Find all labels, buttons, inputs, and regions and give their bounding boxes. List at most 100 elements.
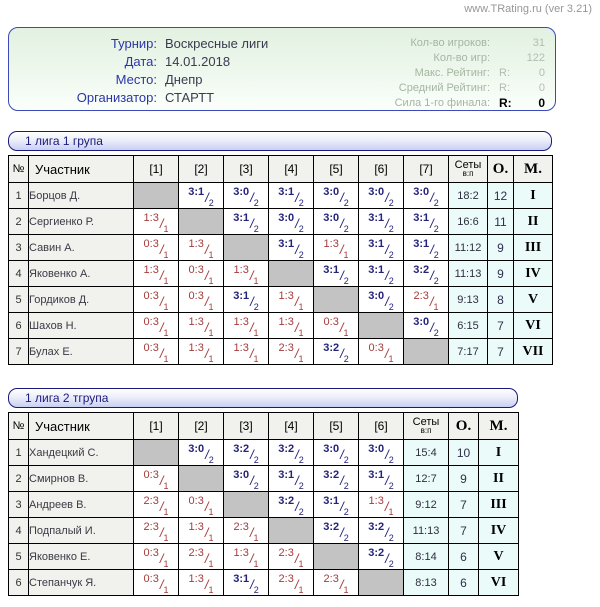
score-points: 1 [208, 353, 214, 364]
tournament-stat-label: Макс. Рейтинг: [414, 66, 490, 79]
match-score: 1:3/1 [180, 519, 223, 543]
score-slash: / [340, 189, 344, 205]
match-score: 3:2/2 [225, 441, 268, 465]
table-row: 2 Смирнов В. 0:3/1 3:0/2 3:1/2 3:2/2 3:1/2 12:7… [8, 465, 519, 492]
sets-header-main: Сеты [454, 159, 482, 171]
score-slash: / [385, 241, 389, 257]
score-value: 3:0 [323, 211, 340, 224]
score-value: 3:0 [278, 211, 295, 224]
match-score-cell: 3:0/2 [223, 465, 269, 492]
tournament-field-label: Организатор: [76, 89, 157, 105]
score-points: 2 [298, 480, 304, 491]
match-score: 2:3/1 [270, 340, 313, 364]
match-score-cell: 0:3/1 [133, 338, 179, 365]
score-slash: / [204, 293, 209, 309]
tournament-field-label: Дата: [124, 53, 157, 69]
player-name-cell: Андреев В. [28, 491, 134, 518]
match-score-cell: 1:3/1 [178, 569, 224, 596]
score-points: 1 [163, 480, 169, 491]
sets-header-sub: в:п [462, 169, 474, 178]
score-value: 3:1 [278, 185, 295, 198]
score-points: 2 [253, 584, 259, 595]
score-slash: / [204, 241, 209, 257]
sets-cell: 11:13 [403, 517, 449, 544]
match-score-cell: 3:1/2 [403, 208, 449, 235]
match-score-cell: 0:3/1 [133, 465, 179, 492]
tournament-stat-row: Сила 1-го финала: R: 0 [329, 95, 545, 110]
score-value: 3:1 [233, 289, 250, 302]
score-slash: / [339, 576, 344, 592]
score-value: 3:0 [368, 442, 385, 455]
match-score-cell: 0:3/1 [133, 312, 179, 339]
score-points: 2 [298, 197, 304, 208]
place-cell: VI [478, 569, 519, 596]
score-slash: / [204, 550, 209, 566]
match-score: 3:1/2 [315, 262, 358, 286]
match-score-cell: 1:3/1 [223, 543, 269, 570]
score-value: 0:3 [143, 289, 159, 302]
match-score: 3:1/2 [180, 184, 223, 208]
score-value: 3:1 [233, 211, 250, 224]
tournament-field-value: СТАРТТ [165, 89, 215, 105]
match-score-cell: 2:3/1 [268, 569, 314, 596]
match-score: 3:1/2 [360, 467, 403, 491]
tournament-stat-row: Средний Рейтинг: R: 0 [329, 80, 545, 95]
match-score: 3:1/2 [225, 288, 268, 312]
score-slash: / [159, 472, 164, 488]
col-header-points: О. [448, 412, 479, 440]
points-cell: 7 [448, 517, 479, 544]
points-cell: 7 [487, 312, 514, 339]
score-value: 1:3 [188, 572, 204, 585]
score-slash: / [295, 215, 299, 231]
sets-cell: 8:14 [403, 543, 449, 570]
score-points: 2 [253, 301, 259, 312]
match-score: 3:1/2 [405, 210, 448, 234]
score-value: 3:1 [188, 185, 205, 198]
match-score-cell: 3:0/2 [178, 439, 224, 466]
score-points: 1 [163, 558, 169, 569]
match-score: 0:3/1 [315, 314, 358, 338]
sets-cell: 15:4 [403, 439, 449, 466]
score-slash: / [295, 446, 299, 462]
match-score-cell: 3:1/2 [268, 465, 314, 492]
match-score-cell: 2:3/1 [403, 286, 449, 313]
diagonal-cell [178, 208, 224, 235]
score-value: 3:0 [368, 185, 385, 198]
match-score: 3:0/2 [360, 288, 403, 312]
match-score-cell: 3:0/2 [358, 182, 404, 209]
match-score: 2:3/1 [270, 545, 313, 569]
table-row: 3 Савин А. 0:3/1 1:3/1 3:1/2 1:3/1 3:1/2 3:1/2 1… [8, 234, 553, 261]
score-value: 3:0 [368, 289, 385, 302]
score-slash: / [250, 576, 254, 592]
match-score: 0:3/1 [360, 340, 403, 364]
score-points: 1 [163, 506, 169, 517]
diagonal-cell [268, 260, 314, 287]
player-name-cell: Подпалый И. [28, 517, 134, 544]
match-score-cell: 1:3/1 [178, 338, 224, 365]
diagonal-cell [313, 286, 359, 313]
match-score: 3:0/2 [360, 441, 403, 465]
place-cell: IV [513, 260, 553, 287]
match-score-cell: 3:2/2 [268, 491, 314, 518]
match-score: 3:2/2 [270, 493, 313, 517]
row-number-cell: 7 [8, 338, 29, 365]
match-score-cell: 0:3/1 [178, 260, 224, 287]
score-slash: / [204, 319, 209, 335]
row-number-cell: 1 [8, 182, 29, 209]
score-slash: / [430, 189, 434, 205]
score-points: 1 [388, 353, 394, 364]
col-header-opponent-1: [1] [133, 155, 179, 183]
score-value: 1:3 [368, 494, 384, 507]
sets-cell: 12:7 [403, 465, 449, 492]
tournament-stat-value: 0 [538, 66, 545, 79]
match-score-cell: 0:3/1 [358, 338, 404, 365]
player-name-cell: Булах Е. [28, 338, 134, 365]
match-score: 1:3/1 [225, 262, 268, 286]
match-score-cell: 3:0/2 [313, 182, 359, 209]
match-score: 2:3/1 [225, 519, 268, 543]
score-points: 1 [208, 327, 214, 338]
col-header-participant: Участник [28, 412, 134, 440]
match-score-cell: 2:3/1 [268, 338, 314, 365]
match-score-cell: 1:3/1 [268, 286, 314, 313]
table-row: 6 Степанчук Я. 0:3/1 1:3/1 3:1/2 2:3/1 2:3/1 8:… [8, 569, 519, 596]
